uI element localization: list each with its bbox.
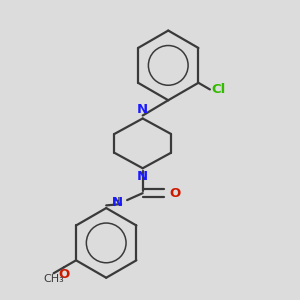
- Text: N: N: [112, 196, 123, 208]
- Text: O: O: [58, 268, 70, 281]
- Text: H: H: [112, 197, 121, 207]
- Text: Cl: Cl: [212, 83, 226, 96]
- Text: N: N: [137, 103, 148, 116]
- Text: N: N: [137, 170, 148, 183]
- Text: CH₃: CH₃: [43, 274, 64, 284]
- Text: O: O: [169, 187, 181, 200]
